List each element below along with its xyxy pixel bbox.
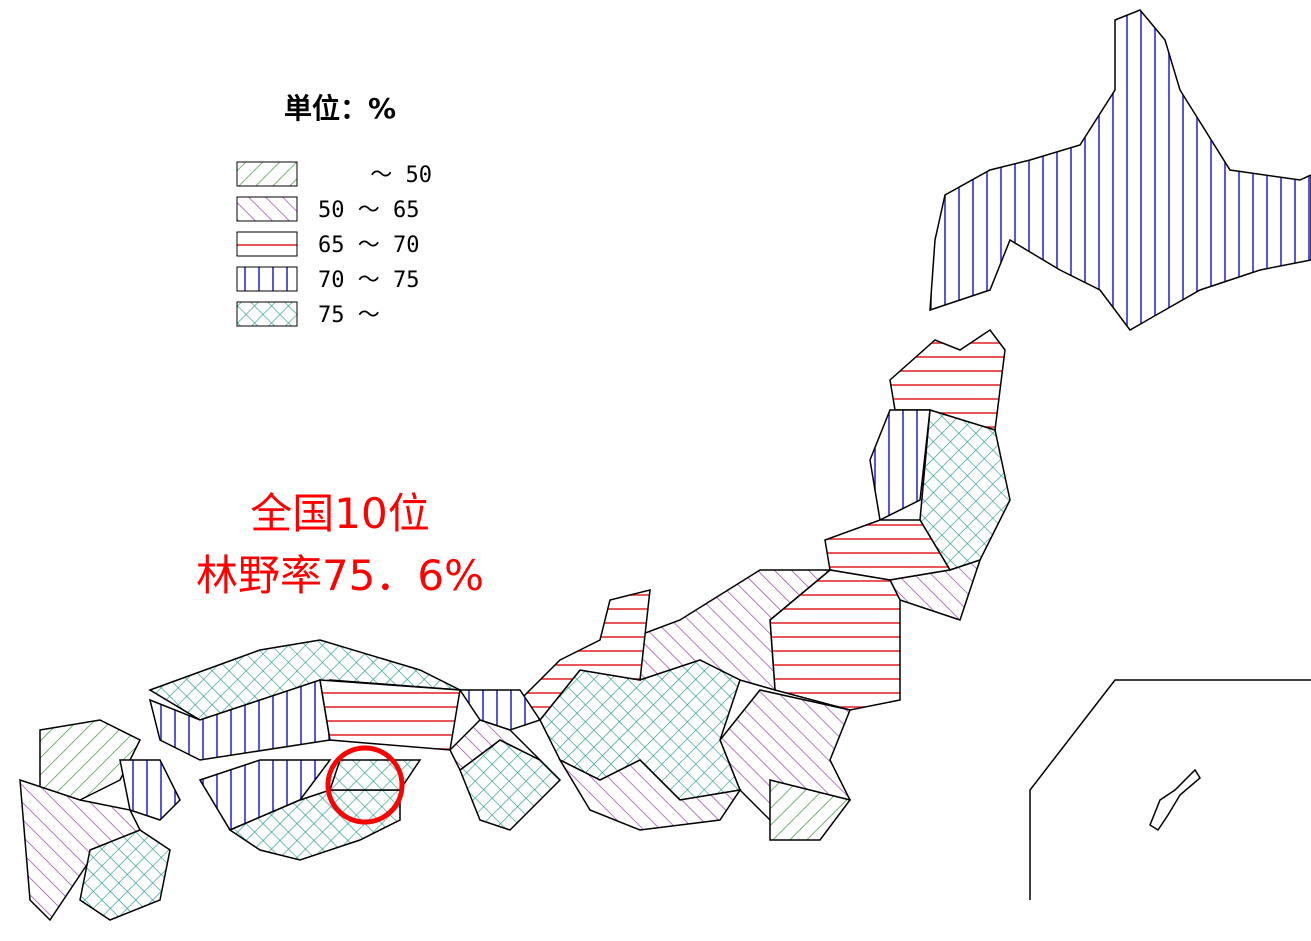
legend-label: 50 ～ 65	[318, 198, 419, 223]
miyagi	[888, 558, 982, 621]
miyazaki	[79, 829, 171, 921]
legend-swatch	[236, 301, 298, 327]
legend-label: 65 ～ 70	[318, 233, 419, 258]
hokkaido	[929, 9, 1311, 331]
legend: 単位：% ～ 50 50 ～ 65 65 ～ 70 70 ～ 75 75 ～	[236, 92, 432, 328]
oita	[119, 759, 181, 821]
chiba	[769, 779, 852, 841]
tokushima	[328, 759, 422, 791]
highlight-circle	[325, 745, 405, 825]
okayama	[319, 679, 461, 751]
okinawa	[1149, 768, 1201, 832]
kochi	[228, 789, 401, 861]
okinawa-inset	[1029, 679, 1311, 900]
akita	[869, 409, 931, 522]
legend-label: 70 ～ 75	[318, 268, 419, 293]
legend-swatch	[236, 266, 298, 292]
annotation-line: 全国10位	[250, 489, 429, 538]
annotation-line: 林野率75．6%	[196, 551, 484, 600]
ehime	[198, 759, 332, 831]
legend-label: ～ 50	[370, 163, 432, 188]
legend-swatch	[236, 231, 298, 257]
inset-frame	[1029, 679, 1311, 900]
legend-swatch	[236, 161, 298, 187]
legend-swatch	[236, 196, 298, 222]
legend-title: 単位：%	[284, 92, 396, 125]
prefectures	[19, 9, 1311, 922]
shizuoka	[558, 758, 742, 831]
legend-label: 75 ～	[318, 303, 380, 328]
